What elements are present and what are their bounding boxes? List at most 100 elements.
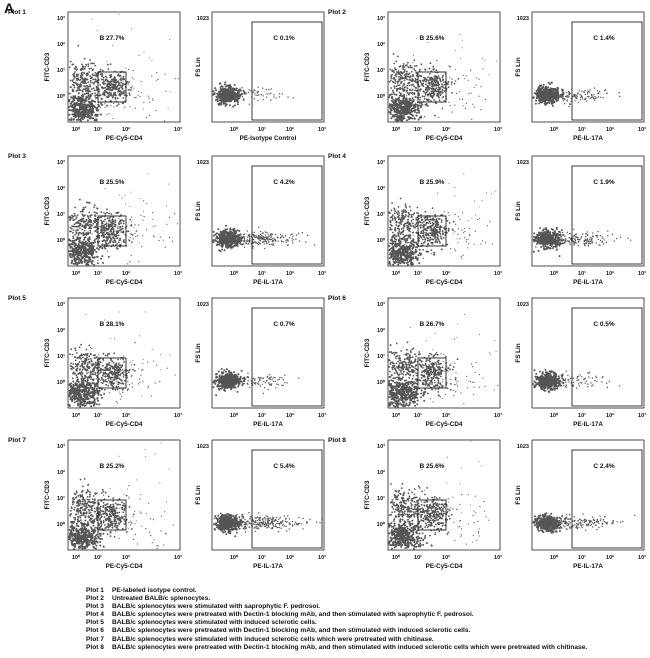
event-dot	[89, 85, 92, 88]
event-dot	[544, 99, 547, 102]
x-tick-label: 10⁰	[230, 270, 239, 277]
event-dot	[389, 242, 392, 245]
event-dot	[258, 226, 260, 228]
event-dot	[83, 93, 86, 96]
event-dot	[577, 101, 580, 104]
event-dot	[407, 261, 409, 264]
event-dot	[95, 85, 98, 88]
event-dot	[107, 233, 109, 235]
event-dot	[124, 94, 126, 97]
event-dot	[73, 107, 75, 109]
event-dot	[81, 90, 84, 93]
event-dot	[442, 86, 445, 89]
event-dot	[430, 81, 433, 84]
event-dot	[249, 240, 251, 242]
event-dot	[388, 80, 391, 83]
event-dot	[212, 241, 214, 243]
event-dot	[441, 97, 443, 99]
event-dot	[388, 245, 391, 247]
event-dot	[306, 234, 309, 237]
event-dot	[403, 83, 405, 85]
event-dot	[590, 96, 593, 99]
event-dot	[72, 113, 74, 116]
event-dot	[81, 89, 84, 92]
event-dot	[124, 92, 126, 94]
event-dot	[292, 238, 294, 241]
event-dot	[388, 248, 391, 251]
event-dot	[405, 234, 408, 237]
event-dot	[238, 90, 241, 92]
event-dot	[68, 113, 71, 116]
event-dot	[409, 103, 412, 106]
event-dot	[119, 94, 122, 97]
event-dot	[427, 79, 430, 82]
event-dot	[111, 223, 113, 226]
event-dot	[250, 90, 252, 92]
event-dot	[415, 241, 417, 244]
event-dot	[93, 239, 96, 242]
event-dot	[403, 74, 406, 76]
y-tick-label: 10⁰	[377, 93, 386, 100]
event-dot	[97, 259, 99, 262]
event-dot	[73, 251, 76, 254]
event-dot	[125, 67, 127, 69]
event-dot	[86, 251, 89, 254]
event-dot	[100, 257, 102, 260]
event-dot	[395, 256, 398, 259]
event-dot	[235, 87, 238, 90]
y-tick-label: 10⁰	[57, 93, 66, 100]
event-dot	[412, 213, 415, 216]
event-dot	[572, 95, 574, 97]
event-dot	[395, 75, 398, 78]
event-dot	[404, 77, 407, 80]
event-dot	[88, 227, 90, 230]
event-dot	[453, 82, 456, 85]
event-dot	[420, 88, 422, 90]
event-dot	[212, 90, 215, 92]
event-dot	[127, 68, 130, 70]
event-dot	[404, 235, 406, 238]
event-dot	[406, 64, 408, 66]
event-dot	[156, 71, 158, 74]
event-dot	[264, 234, 266, 236]
event-dot	[413, 59, 416, 62]
event-dot	[447, 86, 450, 89]
event-dot	[536, 95, 539, 98]
event-dot	[394, 219, 397, 222]
event-dot	[287, 239, 289, 241]
event-dot	[554, 96, 556, 98]
event-dot	[78, 79, 81, 81]
event-dot	[220, 235, 222, 237]
gate-b-label: B 27.7%	[100, 35, 125, 42]
event-dot	[95, 214, 97, 216]
event-dot	[104, 80, 106, 82]
event-dot	[100, 86, 103, 89]
event-dot	[426, 93, 429, 96]
event-dot	[443, 99, 445, 102]
event-dot	[459, 91, 461, 93]
event-dot	[388, 106, 391, 109]
event-dot	[427, 98, 430, 101]
event-dot	[480, 109, 482, 111]
event-dot	[95, 108, 98, 111]
event-dot	[539, 88, 542, 91]
event-dot	[555, 90, 558, 93]
event-dot	[388, 111, 391, 113]
event-dot	[118, 218, 120, 220]
event-dot	[389, 226, 392, 229]
event-dot	[221, 239, 223, 242]
event-dot	[471, 118, 473, 120]
event-dot	[419, 98, 421, 101]
event-dot	[437, 93, 440, 96]
event-dot	[79, 108, 82, 111]
event-dot	[259, 233, 262, 236]
event-dot	[257, 86, 259, 88]
event-dot	[292, 235, 294, 237]
event-dot	[77, 113, 79, 116]
event-dot	[257, 94, 259, 97]
event-dot	[83, 72, 85, 75]
x-tick-label: 10³	[318, 126, 326, 133]
event-dot	[391, 73, 393, 76]
event-dot	[426, 88, 428, 91]
